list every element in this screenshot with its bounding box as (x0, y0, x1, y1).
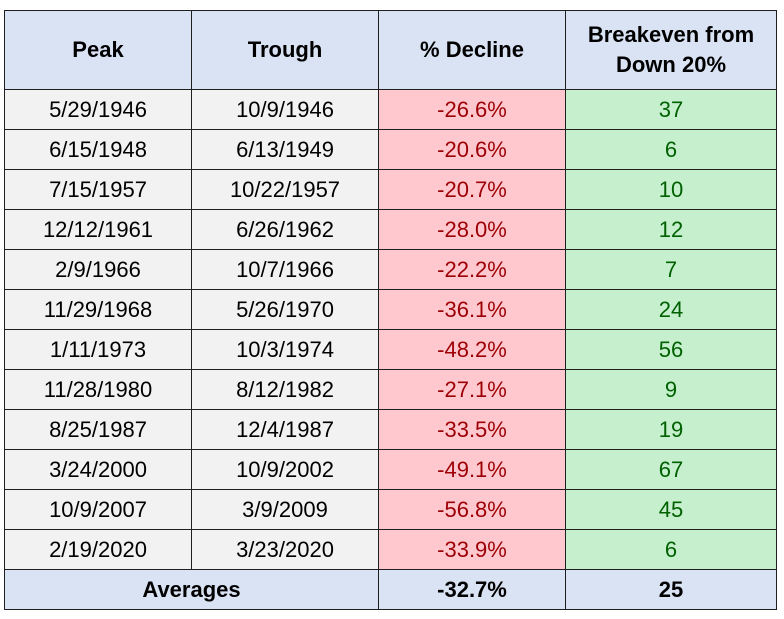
header-decline: % Decline (378, 10, 566, 90)
averages-label: Averages (4, 569, 379, 610)
table-row: 2/9/1966 10/7/1966 -22.2% 7 (4, 249, 777, 290)
cell-peak: 5/29/1946 (4, 89, 192, 130)
cell-breakeven: 19 (565, 409, 777, 450)
cell-decline: -20.6% (378, 129, 566, 170)
cell-decline: -33.9% (378, 529, 566, 570)
cell-breakeven: 12 (565, 209, 777, 250)
cell-breakeven: 7 (565, 249, 777, 290)
cell-peak: 11/29/1968 (4, 289, 192, 330)
cell-trough: 5/26/1970 (191, 289, 379, 330)
cell-decline: -27.1% (378, 369, 566, 410)
cell-peak: 12/12/1961 (4, 209, 192, 250)
table-row: 11/29/1968 5/26/1970 -36.1% 24 (4, 289, 777, 330)
table-row: 2/19/2020 3/23/2020 -33.9% 6 (4, 529, 777, 570)
header-row: Peak Trough % Decline Breakeven from Dow… (4, 10, 777, 90)
cell-peak: 7/15/1957 (4, 169, 192, 210)
cell-decline: -33.5% (378, 409, 566, 450)
averages-decline: -32.7% (378, 569, 566, 610)
cell-trough: 10/7/1966 (191, 249, 379, 290)
cell-breakeven: 6 (565, 129, 777, 170)
cell-breakeven: 45 (565, 489, 777, 530)
cell-trough: 6/26/1962 (191, 209, 379, 250)
cell-peak: 1/11/1973 (4, 329, 192, 370)
cell-trough: 12/4/1987 (191, 409, 379, 450)
cell-decline: -20.7% (378, 169, 566, 210)
cell-trough: 3/9/2009 (191, 489, 379, 530)
table-row: 7/15/1957 10/22/1957 -20.7% 10 (4, 169, 777, 210)
cell-decline: -26.6% (378, 89, 566, 130)
cell-peak: 8/25/1987 (4, 409, 192, 450)
header-peak: Peak (4, 10, 192, 90)
cell-breakeven: 6 (565, 529, 777, 570)
cell-breakeven: 37 (565, 89, 777, 130)
cell-decline: -49.1% (378, 449, 566, 490)
cell-trough: 10/22/1957 (191, 169, 379, 210)
cell-breakeven: 24 (565, 289, 777, 330)
cell-trough: 3/23/2020 (191, 529, 379, 570)
cell-trough: 10/9/2002 (191, 449, 379, 490)
cell-trough: 8/12/1982 (191, 369, 379, 410)
table-row: 12/12/1961 6/26/1962 -28.0% 12 (4, 209, 777, 250)
cell-trough: 6/13/1949 (191, 129, 379, 170)
header-breakeven: Breakeven from Down 20% (565, 10, 777, 90)
table-row: 3/24/2000 10/9/2002 -49.1% 67 (4, 449, 777, 490)
table-row: 10/9/2007 3/9/2009 -56.8% 45 (4, 489, 777, 530)
table-row: 11/28/1980 8/12/1982 -27.1% 9 (4, 369, 777, 410)
averages-row: Averages -32.7% 25 (4, 569, 777, 610)
cell-peak: 11/28/1980 (4, 369, 192, 410)
cell-decline: -48.2% (378, 329, 566, 370)
cell-breakeven: 56 (565, 329, 777, 370)
cell-peak: 3/24/2000 (4, 449, 192, 490)
cell-decline: -22.2% (378, 249, 566, 290)
cell-peak: 10/9/2007 (4, 489, 192, 530)
cell-peak: 2/9/1966 (4, 249, 192, 290)
cell-peak: 6/15/1948 (4, 129, 192, 170)
header-breakeven-line2: Down 20% (615, 52, 727, 77)
table-row: 5/29/1946 10/9/1946 -26.6% 37 (4, 89, 777, 130)
table-row: 1/11/1973 10/3/1974 -48.2% 56 (4, 329, 777, 370)
cell-decline: -28.0% (378, 209, 566, 250)
table-row: 8/25/1987 12/4/1987 -33.5% 19 (4, 409, 777, 450)
cell-decline: -56.8% (378, 489, 566, 530)
header-breakeven-line1: Breakeven from (587, 22, 755, 47)
market-declines-table: Peak Trough % Decline Breakeven from Dow… (4, 10, 777, 610)
averages-breakeven: 25 (565, 569, 777, 610)
table-row: 6/15/1948 6/13/1949 -20.6% 6 (4, 129, 777, 170)
cell-peak: 2/19/2020 (4, 529, 192, 570)
table-body: 5/29/1946 10/9/1946 -26.6% 37 6/15/1948 6/13/… (4, 89, 777, 570)
cell-breakeven: 9 (565, 369, 777, 410)
cell-decline: -36.1% (378, 289, 566, 330)
cell-breakeven: 67 (565, 449, 777, 490)
cell-breakeven: 10 (565, 169, 777, 210)
header-trough: Trough (191, 10, 379, 90)
cell-trough: 10/9/1946 (191, 89, 379, 130)
cell-trough: 10/3/1974 (191, 329, 379, 370)
